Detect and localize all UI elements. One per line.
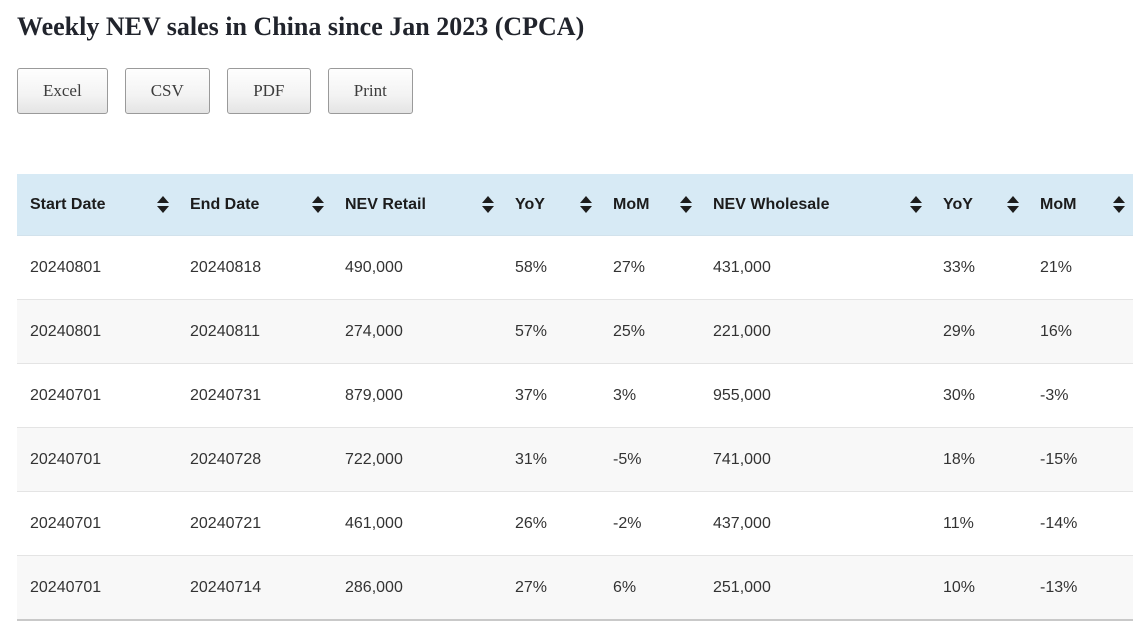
export-excel-button[interactable]: Excel (17, 68, 108, 114)
cell-end-date: 20240811 (177, 299, 332, 364)
column-header-nev-retail[interactable]: NEV Retail (332, 174, 502, 236)
cell-start-date: 20240701 (17, 491, 177, 556)
sort-icon (1113, 196, 1125, 213)
cell-nev-wholesale: 431,000 (700, 235, 930, 300)
sort-icon (580, 196, 592, 213)
column-header-start-date[interactable]: Start Date (17, 174, 177, 236)
export-pdf-button[interactable]: PDF (226, 68, 311, 114)
cell-retail-mom: 6% (600, 555, 700, 620)
cell-nev-wholesale: 437,000 (700, 491, 930, 556)
table-row: 20240701 20240731 879,000 37% 3% 955,000… (17, 363, 1133, 428)
cell-retail-mom: -5% (600, 427, 700, 492)
column-label: YoY (943, 196, 973, 213)
cell-wholesale-mom: 16% (1027, 299, 1133, 364)
cell-retail-mom: 25% (600, 299, 700, 364)
cell-retail-yoy: 31% (502, 427, 600, 492)
table-header: Start Date End Date NEV Retail YoY MoM (17, 174, 1133, 236)
cell-wholesale-yoy: 10% (930, 555, 1027, 620)
cell-end-date: 20240721 (177, 491, 332, 556)
sort-icon (312, 196, 324, 213)
cell-retail-yoy: 37% (502, 363, 600, 428)
cell-retail-mom: -2% (600, 491, 700, 556)
cell-nev-wholesale: 955,000 (700, 363, 930, 428)
cell-wholesale-yoy: 33% (930, 235, 1027, 300)
cell-wholesale-yoy: 18% (930, 427, 1027, 492)
column-header-nev-wholesale[interactable]: NEV Wholesale (700, 174, 930, 236)
cell-retail-yoy: 26% (502, 491, 600, 556)
sort-icon (680, 196, 692, 213)
column-label: MoM (613, 196, 650, 213)
table-row: 20240801 20240811 274,000 57% 25% 221,00… (17, 299, 1133, 364)
cell-wholesale-yoy: 29% (930, 299, 1027, 364)
cell-nev-wholesale: 221,000 (700, 299, 930, 364)
cell-retail-yoy: 57% (502, 299, 600, 364)
cell-nev-retail: 722,000 (332, 427, 502, 492)
column-header-retail-mom[interactable]: MoM (600, 174, 700, 236)
column-header-wholesale-mom[interactable]: MoM (1027, 174, 1133, 236)
column-label: MoM (1040, 196, 1077, 213)
sort-icon (482, 196, 494, 213)
cell-nev-wholesale: 741,000 (700, 427, 930, 492)
export-toolbar: Excel CSV PDF Print (17, 68, 1133, 115)
cell-nev-retail: 490,000 (332, 235, 502, 300)
cell-wholesale-mom: -15% (1027, 427, 1133, 492)
column-label: NEV Wholesale (713, 196, 830, 213)
cell-end-date: 20240818 (177, 235, 332, 300)
cell-nev-retail: 461,000 (332, 491, 502, 556)
column-label: Start Date (30, 196, 106, 213)
cell-nev-retail: 879,000 (332, 363, 502, 428)
cell-retail-mom: 3% (600, 363, 700, 428)
cell-start-date: 20240701 (17, 427, 177, 492)
sort-icon (157, 196, 169, 213)
cell-wholesale-mom: 21% (1027, 235, 1133, 300)
cell-wholesale-yoy: 11% (930, 491, 1027, 556)
cell-retail-yoy: 27% (502, 555, 600, 620)
cell-nev-wholesale: 251,000 (700, 555, 930, 620)
table-row: 20240701 20240714 286,000 27% 6% 251,000… (17, 555, 1133, 620)
cell-end-date: 20240731 (177, 363, 332, 428)
page-title: Weekly NEV sales in China since Jan 2023… (17, 12, 585, 41)
cell-end-date: 20240714 (177, 555, 332, 620)
column-label: YoY (515, 196, 545, 213)
sort-icon (1007, 196, 1019, 213)
page: Weekly NEV sales in China since Jan 2023… (0, 10, 1137, 621)
sort-icon (910, 196, 922, 213)
column-header-wholesale-yoy[interactable]: YoY (930, 174, 1027, 236)
column-header-retail-yoy[interactable]: YoY (502, 174, 600, 236)
column-label: NEV Retail (345, 196, 426, 213)
print-button[interactable]: Print (327, 68, 413, 114)
export-csv-button[interactable]: CSV (124, 68, 210, 114)
cell-start-date: 20240701 (17, 363, 177, 428)
cell-retail-yoy: 58% (502, 235, 600, 300)
cell-start-date: 20240701 (17, 555, 177, 620)
table-row: 20240801 20240818 490,000 58% 27% 431,00… (17, 235, 1133, 300)
cell-start-date: 20240801 (17, 235, 177, 300)
table-body: 20240801 20240818 490,000 58% 27% 431,00… (17, 235, 1133, 620)
table-row: 20240701 20240721 461,000 26% -2% 437,00… (17, 491, 1133, 556)
cell-wholesale-yoy: 30% (930, 363, 1027, 428)
column-header-end-date[interactable]: End Date (177, 174, 332, 236)
cell-wholesale-mom: -3% (1027, 363, 1133, 428)
cell-wholesale-mom: -13% (1027, 555, 1133, 620)
cell-nev-retail: 286,000 (332, 555, 502, 620)
cell-end-date: 20240728 (177, 427, 332, 492)
cell-start-date: 20240801 (17, 299, 177, 364)
table-row: 20240701 20240728 722,000 31% -5% 741,00… (17, 427, 1133, 492)
nev-sales-table: Start Date End Date NEV Retail YoY MoM (17, 174, 1133, 621)
cell-wholesale-mom: -14% (1027, 491, 1133, 556)
cell-retail-mom: 27% (600, 235, 700, 300)
cell-nev-retail: 274,000 (332, 299, 502, 364)
column-label: End Date (190, 196, 260, 213)
